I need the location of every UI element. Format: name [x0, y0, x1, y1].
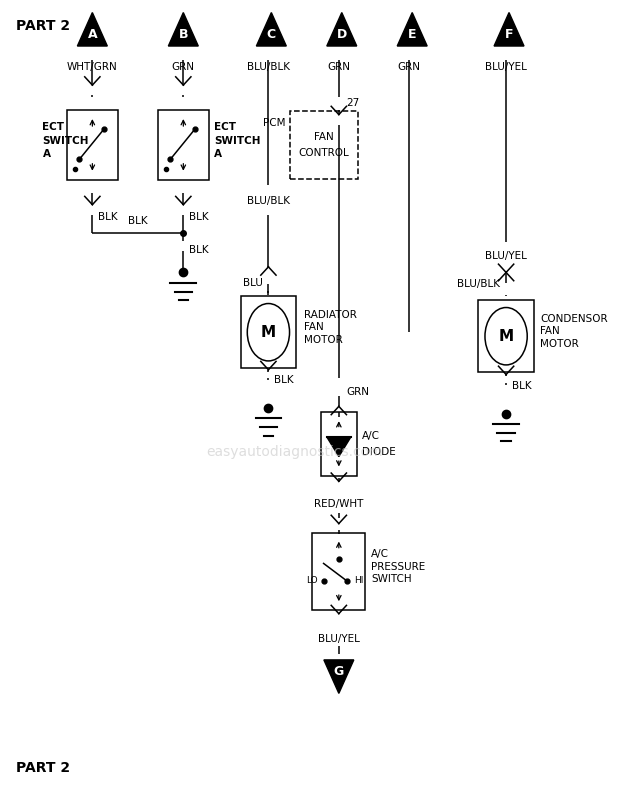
- Polygon shape: [256, 13, 286, 46]
- Text: M: M: [499, 329, 514, 344]
- Text: ECT: ECT: [43, 122, 64, 132]
- Text: FAN: FAN: [315, 132, 334, 142]
- Text: BLU/BLK: BLU/BLK: [457, 279, 500, 290]
- Text: GRN: GRN: [328, 62, 350, 72]
- Text: BLK: BLK: [274, 375, 294, 385]
- Text: GRN: GRN: [398, 62, 421, 72]
- Text: F: F: [505, 28, 514, 41]
- Text: GRN: GRN: [172, 62, 195, 72]
- Text: BLU/YEL: BLU/YEL: [485, 251, 527, 262]
- Text: RADIATOR: RADIATOR: [303, 310, 357, 320]
- Text: A: A: [88, 28, 97, 41]
- Text: A/C: A/C: [362, 431, 380, 441]
- Text: BLU/BLK: BLU/BLK: [247, 196, 290, 206]
- Text: HI: HI: [354, 577, 363, 586]
- Text: BLK: BLK: [189, 212, 209, 222]
- Text: DIODE: DIODE: [362, 447, 396, 457]
- Text: PART 2: PART 2: [16, 761, 70, 774]
- Text: MOTOR: MOTOR: [540, 339, 579, 349]
- Text: A: A: [214, 150, 222, 159]
- Polygon shape: [494, 13, 524, 46]
- Text: ECT: ECT: [214, 122, 236, 132]
- Text: CONDENSOR: CONDENSOR: [540, 314, 607, 324]
- Text: M: M: [261, 325, 276, 340]
- Bar: [313, 533, 365, 610]
- Text: A: A: [43, 150, 51, 159]
- Text: BLU/YEL: BLU/YEL: [485, 62, 527, 72]
- Text: CONTROL: CONTROL: [298, 148, 350, 158]
- Text: BLU/YEL: BLU/YEL: [318, 634, 360, 644]
- Text: SWITCH: SWITCH: [214, 136, 260, 146]
- Bar: [478, 300, 534, 372]
- Text: BLU: BLU: [243, 278, 263, 288]
- Text: BLK: BLK: [98, 212, 118, 222]
- Text: PART 2: PART 2: [16, 19, 70, 33]
- Polygon shape: [327, 13, 357, 46]
- Bar: [321, 412, 357, 476]
- Text: RED/WHT: RED/WHT: [314, 498, 363, 509]
- Text: E: E: [408, 28, 417, 41]
- Text: BLK: BLK: [189, 245, 209, 255]
- Text: WHT/GRN: WHT/GRN: [67, 62, 117, 72]
- Polygon shape: [397, 13, 427, 46]
- Bar: [67, 110, 117, 180]
- Text: easyautodiagnostics.com: easyautodiagnostics.com: [206, 445, 383, 459]
- Text: PCM: PCM: [263, 118, 286, 127]
- Text: G: G: [334, 665, 344, 678]
- Text: BLK: BLK: [512, 381, 531, 390]
- Text: MOTOR: MOTOR: [303, 335, 342, 346]
- Bar: [158, 110, 208, 180]
- Text: B: B: [179, 28, 188, 41]
- Text: FAN: FAN: [540, 326, 560, 337]
- Text: C: C: [267, 28, 276, 41]
- Text: PRESSURE: PRESSURE: [371, 562, 425, 572]
- Text: GRN: GRN: [346, 387, 369, 397]
- Polygon shape: [168, 13, 198, 46]
- Text: BLU/BLK: BLU/BLK: [247, 62, 290, 72]
- Text: FAN: FAN: [303, 322, 323, 333]
- Polygon shape: [77, 13, 108, 46]
- Text: 27: 27: [346, 98, 359, 109]
- Polygon shape: [327, 438, 350, 457]
- Polygon shape: [324, 660, 353, 694]
- Text: A/C: A/C: [371, 549, 389, 559]
- Text: D: D: [337, 28, 347, 41]
- Text: SWITCH: SWITCH: [43, 136, 89, 146]
- Text: LO: LO: [306, 577, 318, 586]
- Bar: [240, 296, 296, 368]
- Text: BLK: BLK: [128, 217, 148, 226]
- Text: SWITCH: SWITCH: [371, 574, 412, 584]
